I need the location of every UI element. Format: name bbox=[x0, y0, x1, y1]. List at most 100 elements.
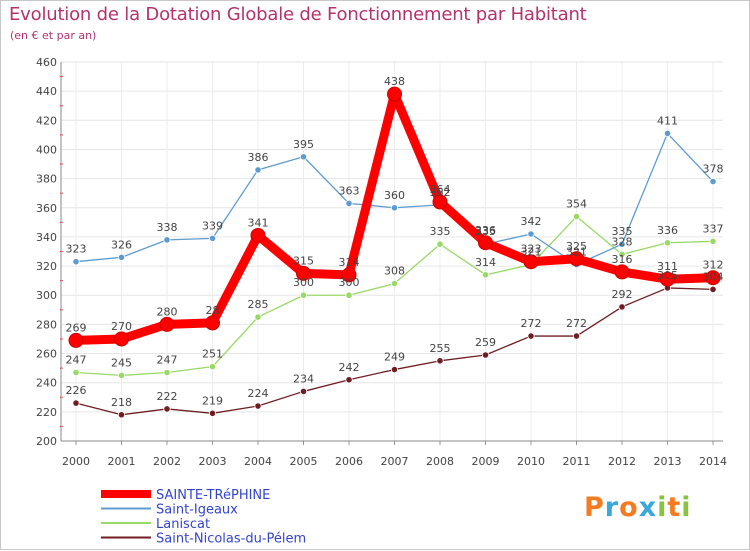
data-label: 272 bbox=[521, 317, 542, 330]
legend-label: Saint-Nicolas-du-Pélem bbox=[156, 532, 306, 547]
data-point bbox=[663, 239, 672, 247]
y-tick-label: 300 bbox=[36, 289, 57, 302]
data-label: 304 bbox=[703, 270, 724, 283]
data-point bbox=[709, 237, 717, 245]
series-saint-nicolas-du-p-lem bbox=[72, 284, 717, 419]
x-tick-label: 2013 bbox=[654, 455, 682, 468]
data-label: 335 bbox=[612, 225, 633, 238]
data-point bbox=[208, 363, 217, 371]
y-tick-label: 380 bbox=[36, 173, 57, 186]
data-point bbox=[299, 291, 308, 299]
data-label: 218 bbox=[111, 396, 132, 409]
data-label: 269 bbox=[66, 321, 87, 334]
data-label: 300 bbox=[339, 276, 360, 289]
data-point bbox=[72, 399, 80, 407]
x-tick-label: 2009 bbox=[472, 455, 500, 468]
data-point bbox=[436, 357, 444, 365]
series-lines bbox=[68, 86, 721, 419]
data-point bbox=[436, 240, 444, 248]
series-saint-igeaux bbox=[72, 129, 717, 269]
data-point bbox=[618, 250, 626, 259]
data-point bbox=[250, 227, 266, 243]
x-tick-label: 2012 bbox=[608, 455, 636, 468]
data-point bbox=[117, 253, 126, 261]
data-label: 315 bbox=[293, 254, 314, 267]
x-tick-label: 2014 bbox=[699, 455, 727, 468]
data-point bbox=[72, 258, 80, 266]
data-point bbox=[299, 387, 308, 396]
y-tick-label: 320 bbox=[36, 260, 57, 273]
data-label: 323 bbox=[66, 243, 87, 256]
data-point bbox=[572, 332, 581, 340]
data-point bbox=[709, 177, 717, 186]
chart-title: Evolution de la Dotation Globale de Fonc… bbox=[9, 4, 587, 25]
data-label: 270 bbox=[111, 320, 132, 333]
data-label: 28 bbox=[206, 304, 220, 317]
data-point bbox=[390, 204, 399, 212]
data-point bbox=[705, 270, 721, 286]
x-tick-label: 2002 bbox=[153, 455, 181, 468]
data-point bbox=[254, 166, 262, 174]
data-point bbox=[663, 129, 672, 138]
data-label: 325 bbox=[566, 240, 587, 253]
data-point bbox=[254, 402, 262, 410]
data-label: 360 bbox=[384, 189, 405, 202]
data-point bbox=[68, 332, 84, 348]
legend-label: Saint-Igeaux bbox=[156, 503, 238, 518]
data-point bbox=[159, 316, 175, 332]
logo-letter: o bbox=[619, 492, 639, 523]
data-point bbox=[345, 376, 353, 384]
data-point bbox=[117, 371, 126, 380]
data-label: 316 bbox=[612, 253, 633, 266]
y-tick-label: 280 bbox=[36, 318, 57, 331]
data-label: 300 bbox=[293, 276, 314, 289]
data-label: 323 bbox=[521, 243, 542, 256]
logo-letter: i bbox=[681, 492, 692, 523]
data-label: 438 bbox=[384, 75, 405, 88]
data-point bbox=[481, 351, 490, 359]
axes: 200 220 240 260 280 300 320 340 360 380 400 420 440 4… bbox=[36, 56, 727, 468]
data-point bbox=[299, 153, 308, 161]
data-label: 226 bbox=[66, 384, 87, 397]
data-point bbox=[341, 267, 357, 283]
data-point bbox=[205, 315, 220, 331]
y-tick-label: 260 bbox=[36, 348, 57, 361]
data-label: 354 bbox=[566, 198, 587, 211]
data-point bbox=[163, 368, 171, 377]
data-label: 378 bbox=[703, 163, 724, 176]
data-point bbox=[572, 212, 581, 221]
data-label: 249 bbox=[384, 351, 405, 364]
series-sainte-tr-phine bbox=[68, 86, 721, 348]
data-point bbox=[117, 411, 126, 419]
data-point bbox=[163, 405, 171, 413]
data-label: 245 bbox=[111, 356, 132, 369]
y-tick-label: 460 bbox=[36, 56, 57, 69]
data-point bbox=[345, 291, 353, 299]
logo-letter: P bbox=[584, 492, 605, 523]
x-tick-label: 2003 bbox=[199, 455, 227, 468]
y-tick-label: 440 bbox=[36, 85, 57, 98]
data-label: 342 bbox=[521, 215, 542, 228]
data-point bbox=[709, 285, 717, 293]
data-label: 312 bbox=[703, 259, 724, 272]
proxiti-logo: Proxiti bbox=[584, 492, 692, 523]
data-label: 336 bbox=[657, 224, 678, 237]
data-label: 255 bbox=[430, 342, 451, 355]
x-tick-label: 2001 bbox=[108, 455, 136, 468]
x-tick-label: 2011 bbox=[563, 455, 591, 468]
data-point bbox=[345, 199, 353, 207]
data-label: 259 bbox=[475, 336, 496, 349]
data-label: 234 bbox=[293, 372, 314, 385]
data-label: 339 bbox=[202, 219, 223, 232]
data-label: 311 bbox=[657, 260, 678, 273]
data-label: 242 bbox=[339, 361, 360, 374]
data-label: 247 bbox=[66, 353, 87, 366]
data-point bbox=[114, 331, 129, 347]
legend-label: SAINTE-TRéPHINE bbox=[156, 488, 270, 503]
data-label: 224 bbox=[248, 387, 269, 400]
data-point bbox=[481, 271, 490, 279]
y-tick-label: 400 bbox=[36, 143, 57, 156]
data-label: 362 bbox=[430, 186, 451, 199]
